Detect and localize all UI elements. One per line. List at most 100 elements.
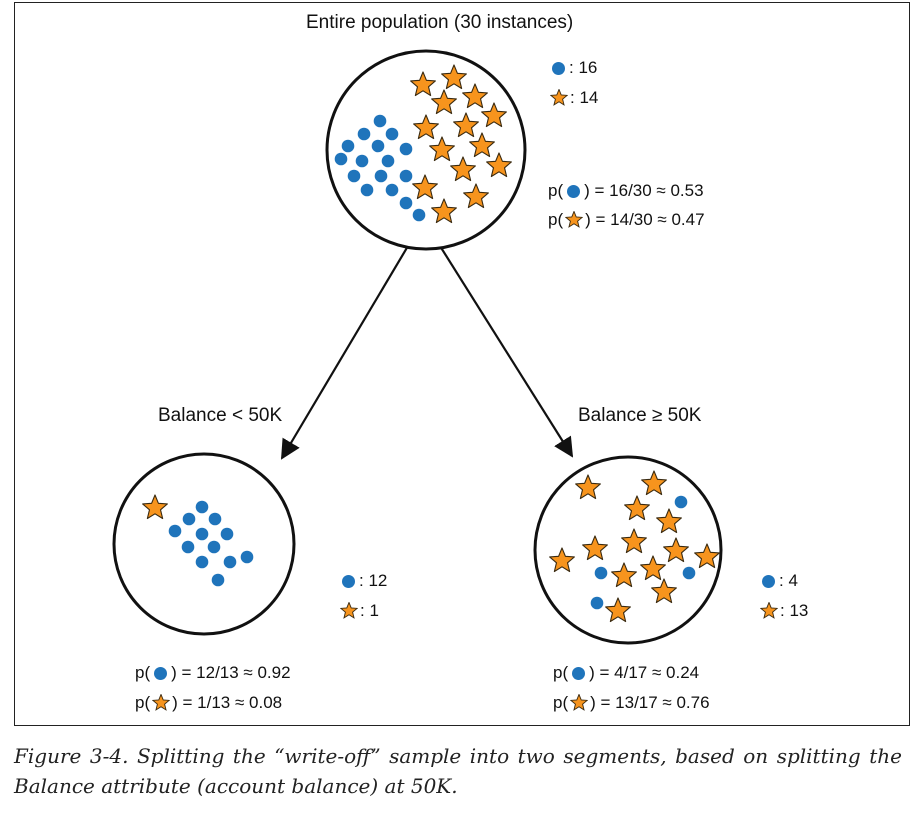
left-blue-dot-icon	[195, 500, 209, 514]
left-title: Balance < 50K	[158, 405, 283, 426]
left-blue-dot-icon	[195, 555, 209, 569]
root-orange-star-icon	[412, 174, 438, 200]
root-blue-dot-icon	[399, 142, 413, 156]
prob-prefix: p(	[135, 663, 151, 682]
root-blue-dot-icon	[399, 196, 413, 210]
right-orange-star-icon	[611, 562, 637, 588]
right-blue-dot-icon	[590, 596, 604, 610]
prob-prefix: p(	[135, 693, 151, 712]
right-prob-star: p( ) = 13/17 ≈ 0.76	[553, 693, 710, 713]
right-orange-star-icon	[621, 528, 647, 554]
orange-star-icon	[760, 602, 778, 619]
prob-value: ) = 13/17 ≈ 0.76	[590, 693, 710, 712]
root-orange-star-icon	[453, 112, 479, 138]
right-blue-dot-icon	[594, 566, 608, 580]
orange-star-icon	[340, 602, 358, 619]
right-orange-star-icon	[575, 474, 601, 500]
root-blue-dot-icon	[385, 127, 399, 141]
left-blue-dot-icon	[168, 524, 182, 538]
left-legend-dot: : 12	[338, 571, 387, 591]
left-orange-star-icon	[142, 494, 168, 520]
root-prob-dot: p( ) = 16/30 ≈ 0.53	[548, 181, 704, 201]
tree-diagram	[112, 49, 723, 645]
prob-value: ) = 4/17 ≈ 0.24	[589, 663, 700, 682]
left-prob-dot: p( ) = 12/13 ≈ 0.92	[135, 663, 291, 683]
prob-value: ) = 14/30 ≈ 0.47	[585, 210, 705, 229]
left-blue-dot-icon	[223, 555, 237, 569]
left-legend-dot-label: : 12	[359, 571, 388, 590]
orange-star-icon	[152, 694, 171, 711]
root-orange-star-icon	[463, 183, 489, 209]
right-orange-star-icon	[582, 535, 608, 561]
orange-star-icon	[565, 211, 584, 228]
right-legend-dot-label: : 4	[779, 571, 798, 590]
prob-prefix: p(	[553, 663, 569, 682]
right-orange-star-icon	[641, 470, 667, 496]
prob-value: ) = 1/13 ≈ 0.08	[172, 693, 283, 712]
edge-right	[439, 245, 574, 458]
right-blue-dot-icon	[674, 495, 688, 509]
edge-left	[280, 245, 409, 460]
left-blue-dot-icon	[195, 527, 209, 541]
right-legend-star: : 13	[758, 601, 808, 621]
left-legend-star-label: : 1	[360, 601, 379, 620]
figure-frame	[14, 2, 910, 726]
root-blue-dot-icon	[385, 183, 399, 197]
root-legend-dot-label: : 16	[569, 58, 598, 77]
root-blue-dot-icon	[374, 169, 388, 183]
root-orange-star-icon	[486, 152, 512, 178]
root-orange-star-icon	[462, 83, 488, 109]
prob-prefix: p(	[553, 693, 569, 712]
root-legend-star-label: : 14	[570, 88, 599, 107]
prob-value: ) = 12/13 ≈ 0.92	[171, 663, 291, 682]
root-blue-dot-icon	[399, 169, 413, 183]
left-prob-star: p( ) = 1/13 ≈ 0.08	[135, 693, 282, 713]
root-orange-star-icon	[431, 198, 457, 224]
root-prob-star: p( ) = 14/30 ≈ 0.47	[548, 210, 705, 230]
right-legend-dot: : 4	[758, 571, 798, 591]
root-blue-dot-icon	[355, 154, 369, 168]
right-orange-star-icon	[624, 495, 650, 521]
root-orange-star-icon	[441, 64, 467, 90]
blue-dot-icon	[572, 666, 586, 680]
right-prob-dot: p( ) = 4/17 ≈ 0.24	[553, 663, 699, 683]
root-orange-star-icon	[429, 136, 455, 162]
root-orange-star-icon	[410, 71, 436, 97]
left-blue-dot-icon	[207, 540, 221, 554]
root-orange-star-icon	[450, 156, 476, 182]
root-orange-star-icon	[481, 102, 507, 128]
right-title: Balance ≥ 50K	[578, 405, 702, 426]
right-blue-dot-icon	[682, 566, 696, 580]
right-orange-star-icon	[656, 508, 682, 534]
right-orange-star-icon	[663, 537, 689, 563]
blue-dot-icon	[342, 574, 355, 588]
root-blue-dot-icon	[360, 183, 374, 197]
root-blue-dot-icon	[347, 169, 361, 183]
root-blue-dot-icon	[357, 127, 371, 141]
right-orange-star-icon	[694, 543, 720, 569]
root-legend-star: : 14	[548, 88, 598, 108]
left-blue-dot-icon	[220, 527, 234, 541]
figure-caption: Figure 3-4. Splitting the “write-off” sa…	[14, 744, 902, 798]
orange-star-icon	[550, 89, 568, 106]
right-orange-star-icon	[640, 555, 666, 581]
blue-dot-icon	[154, 666, 168, 680]
left-blue-dot-icon	[182, 512, 196, 526]
root-blue-dot-icon	[341, 139, 355, 153]
root-blue-dot-icon	[371, 139, 385, 153]
blue-dot-icon	[552, 61, 565, 75]
root-blue-dot-icon	[373, 114, 387, 128]
right-orange-star-icon	[651, 578, 677, 604]
left-blue-dot-icon	[181, 540, 195, 554]
prob-prefix: p(	[548, 181, 564, 200]
left-blue-dot-icon	[208, 512, 222, 526]
prob-prefix: p(	[548, 210, 564, 229]
root-orange-star-icon	[413, 114, 439, 140]
right-orange-star-icon	[605, 597, 631, 623]
right-legend-star-label: : 13	[780, 601, 809, 620]
root-orange-star-icon	[431, 89, 457, 115]
left-legend-star: : 1	[338, 601, 379, 621]
blue-dot-icon	[762, 574, 775, 588]
left-blue-dot-icon	[240, 550, 254, 564]
root-blue-dot-icon	[334, 152, 348, 166]
